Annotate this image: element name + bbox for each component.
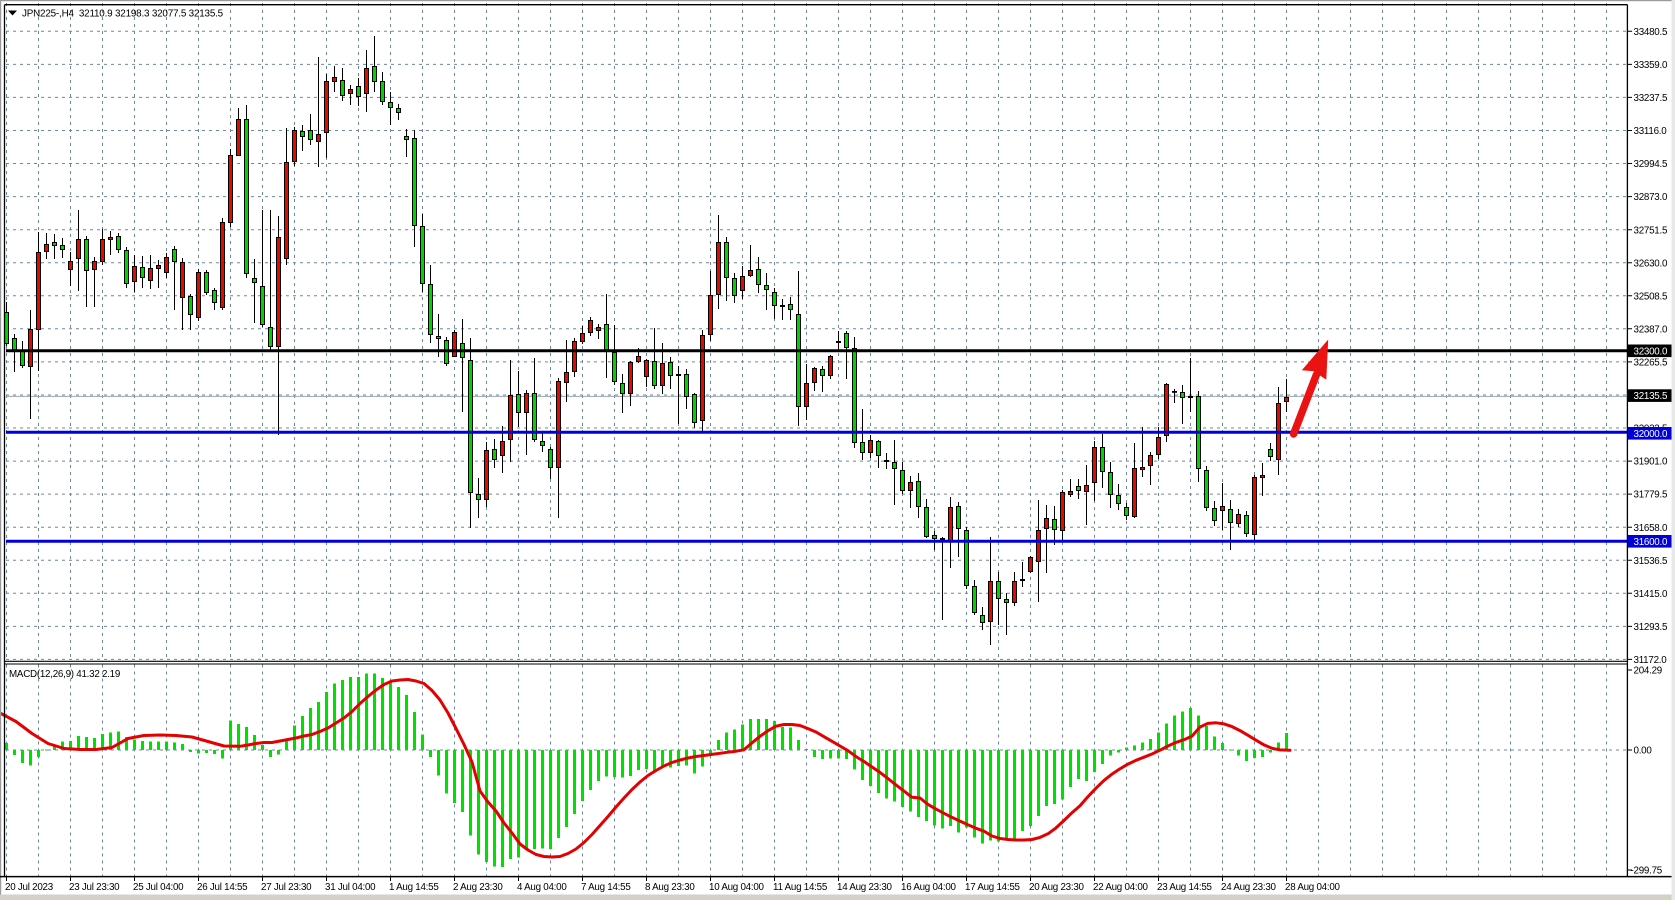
svg-text:20 Jul 2023: 20 Jul 2023 (5, 882, 54, 893)
svg-text:31658.0: 31658.0 (1634, 523, 1668, 534)
svg-text:25 Jul 04:00: 25 Jul 04:00 (133, 882, 184, 893)
svg-text:20 Aug 23:30: 20 Aug 23:30 (1029, 882, 1085, 893)
svg-text:17 Aug 14:55: 17 Aug 14:55 (965, 882, 1021, 893)
svg-text:31 Jul 04:00: 31 Jul 04:00 (325, 882, 376, 893)
svg-text:23 Jul 23:30: 23 Jul 23:30 (69, 882, 120, 893)
svg-text:31293.5: 31293.5 (1634, 622, 1668, 633)
svg-text:31172.0: 31172.0 (1634, 655, 1668, 666)
svg-text:4 Aug 04:00: 4 Aug 04:00 (517, 882, 567, 893)
svg-text:16 Aug 04:00: 16 Aug 04:00 (901, 882, 957, 893)
svg-text:1 Aug 14:55: 1 Aug 14:55 (389, 882, 439, 893)
svg-text:14 Aug 23:30: 14 Aug 23:30 (837, 882, 893, 893)
svg-text:32994.5: 32994.5 (1634, 159, 1668, 170)
svg-text:32508.5: 32508.5 (1634, 291, 1668, 302)
svg-text:33359.0: 33359.0 (1634, 60, 1668, 71)
svg-text:0.00: 0.00 (1634, 746, 1653, 757)
svg-text:31415.0: 31415.0 (1634, 589, 1668, 600)
svg-text:33480.5: 33480.5 (1634, 27, 1668, 38)
svg-text:7 Aug 14:55: 7 Aug 14:55 (581, 882, 631, 893)
svg-text:JPN225-,H4 32110.9 32198.3 32: JPN225-,H4 32110.9 32198.3 32077.5 32135… (22, 9, 224, 20)
svg-text:26 Jul 14:55: 26 Jul 14:55 (197, 882, 248, 893)
svg-text:33116.0: 33116.0 (1634, 126, 1668, 137)
svg-text:22 Aug 04:00: 22 Aug 04:00 (1093, 882, 1149, 893)
svg-text:27 Jul 23:30: 27 Jul 23:30 (261, 882, 312, 893)
svg-text:32000.0: 32000.0 (1634, 429, 1668, 440)
svg-text:8 Aug 23:30: 8 Aug 23:30 (645, 882, 695, 893)
svg-text:28 Aug 04:00: 28 Aug 04:00 (1285, 882, 1341, 893)
svg-text:MACD(12,26,9) 41.32 2.19: MACD(12,26,9) 41.32 2.19 (9, 669, 120, 680)
svg-text:24 Aug 23:30: 24 Aug 23:30 (1221, 882, 1277, 893)
svg-text:31536.5: 31536.5 (1634, 556, 1668, 567)
svg-text:23 Aug 14:55: 23 Aug 14:55 (1157, 882, 1213, 893)
svg-text:33237.5: 33237.5 (1634, 93, 1668, 104)
svg-text:32873.0: 32873.0 (1634, 192, 1668, 203)
svg-text:2 Aug 23:30: 2 Aug 23:30 (453, 882, 503, 893)
svg-text:11 Aug 14:55: 11 Aug 14:55 (773, 882, 828, 893)
svg-text:204.29: 204.29 (1634, 666, 1662, 677)
svg-text:31600.0: 31600.0 (1634, 537, 1668, 548)
svg-text:31779.5: 31779.5 (1634, 490, 1668, 501)
svg-text:-299.75: -299.75 (1631, 866, 1663, 877)
svg-text:32265.5: 32265.5 (1634, 358, 1668, 369)
svg-text:32387.0: 32387.0 (1634, 324, 1668, 335)
svg-text:32751.5: 32751.5 (1634, 225, 1668, 236)
svg-text:32300.0: 32300.0 (1634, 346, 1668, 357)
svg-text:31901.0: 31901.0 (1634, 457, 1668, 468)
svg-text:32135.5: 32135.5 (1634, 391, 1668, 402)
svg-text:10 Aug 04:00: 10 Aug 04:00 (709, 882, 765, 893)
svg-text:32630.0: 32630.0 (1634, 258, 1668, 269)
